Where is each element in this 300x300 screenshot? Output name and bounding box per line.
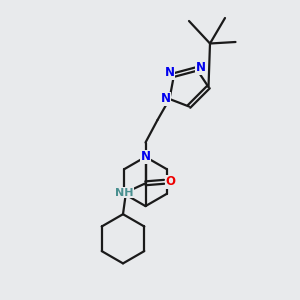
Text: N: N: [140, 150, 151, 164]
Text: NH: NH: [115, 188, 134, 198]
Text: O: O: [166, 175, 176, 188]
Text: N: N: [164, 66, 175, 79]
Text: N: N: [196, 61, 206, 74]
Text: N: N: [161, 92, 171, 106]
